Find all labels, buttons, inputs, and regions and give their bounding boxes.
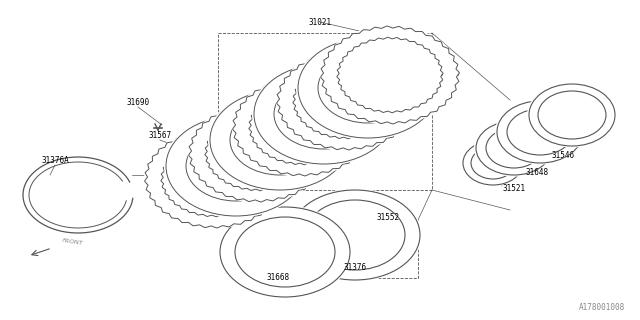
Text: 31616: 31616 <box>572 131 595 140</box>
Ellipse shape <box>218 205 352 299</box>
Ellipse shape <box>296 36 440 140</box>
Text: 31376: 31376 <box>344 263 367 273</box>
Ellipse shape <box>461 140 525 187</box>
Ellipse shape <box>164 115 308 218</box>
Ellipse shape <box>144 130 284 228</box>
Text: 31668: 31668 <box>266 274 289 283</box>
Ellipse shape <box>320 26 460 124</box>
Ellipse shape <box>474 119 554 177</box>
Ellipse shape <box>276 52 416 150</box>
Text: 31021: 31021 <box>308 18 332 27</box>
Ellipse shape <box>495 100 585 164</box>
Ellipse shape <box>527 83 617 148</box>
Text: 31546: 31546 <box>551 150 574 159</box>
Ellipse shape <box>288 188 422 282</box>
Text: 31567: 31567 <box>148 131 172 140</box>
Text: 31376A: 31376A <box>41 156 69 164</box>
Ellipse shape <box>232 77 372 177</box>
Text: 31648: 31648 <box>525 167 548 177</box>
Text: A178001008: A178001008 <box>579 303 625 312</box>
Ellipse shape <box>252 62 396 165</box>
Text: 31552: 31552 <box>376 213 399 222</box>
Text: FRONT: FRONT <box>62 238 84 246</box>
Ellipse shape <box>188 103 328 203</box>
Text: 31690: 31690 <box>127 98 150 107</box>
Ellipse shape <box>208 89 352 191</box>
Text: 31521: 31521 <box>502 183 525 193</box>
